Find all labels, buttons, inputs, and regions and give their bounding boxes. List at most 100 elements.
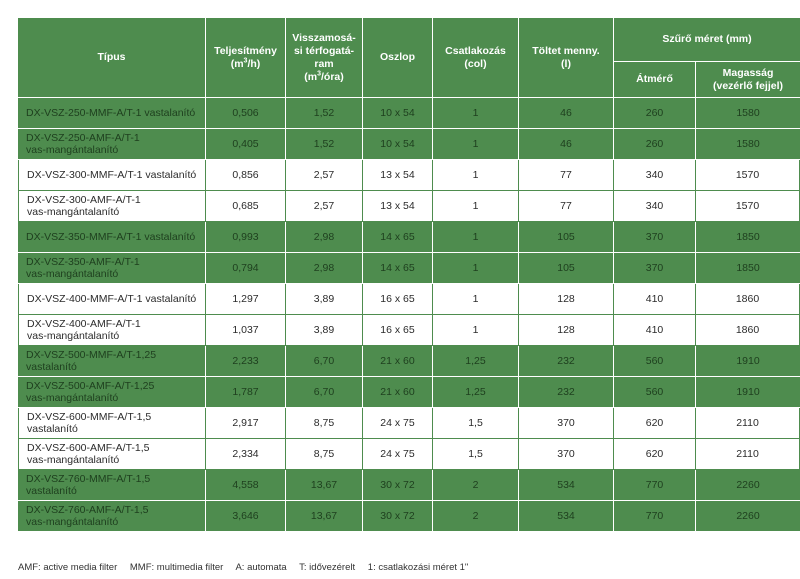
cell-csatlakozas: 1 — [433, 253, 519, 284]
cell-visszamosas: 2,98 — [286, 222, 363, 253]
table-body: DX-VSZ-250-MMF-A/T-1 vastalanító 0,506 1,5… — [18, 98, 800, 532]
cell-oszlop: 16 x 65 — [363, 315, 433, 346]
cell-visszamosas: 3,89 — [286, 315, 363, 346]
cell-visszamosas: 6,70 — [286, 377, 363, 408]
cell-teljesitmeny: 2,917 — [206, 408, 286, 439]
cell-atmero: 260 — [614, 98, 696, 129]
cell-toltet: 105 — [519, 253, 614, 284]
cell-magassag: 1570 — [696, 160, 800, 191]
table-row: DX-VSZ-350-AMF-A/T-1 vas-mangántalanító 0,… — [18, 253, 800, 284]
cell-csatlakozas: 1 — [433, 160, 519, 191]
cell-oszlop: 13 x 54 — [363, 160, 433, 191]
cell-oszlop: 10 x 54 — [363, 129, 433, 160]
cell-teljesitmeny: 2,334 — [206, 439, 286, 470]
cell-atmero: 370 — [614, 253, 696, 284]
cell-magassag: 1580 — [696, 98, 800, 129]
table-row: DX-VSZ-300-AMF-A/T-1 vas-mangántalanító 0,… — [18, 191, 800, 222]
cell-teljesitmeny: 3,646 — [206, 501, 286, 532]
table-row: DX-VSZ-250-AMF-A/T-1 vas-mangántalanító 0,… — [18, 129, 800, 160]
header-toltet: Töltet menny. (l) — [519, 18, 614, 98]
cell-toltet: 105 — [519, 222, 614, 253]
table-row: DX-VSZ-760-MMF-A/T-1,5 vastalanító 4,558 1… — [18, 470, 800, 501]
cell-csatlakozas: 2 — [433, 470, 519, 501]
header-teljesitmeny: Teljesítmény (m3/h) — [206, 18, 286, 98]
cell-magassag: 1910 — [696, 346, 800, 377]
cell-teljesitmeny: 4,558 — [206, 470, 286, 501]
cell-toltet: 232 — [519, 377, 614, 408]
cell-tipus: DX-VSZ-600-AMF-A/T-1,5 vas-mangántalanító — [18, 439, 206, 470]
header-tipus: Típus — [18, 18, 206, 98]
cell-magassag: 1570 — [696, 191, 800, 222]
cell-teljesitmeny: 1,297 — [206, 284, 286, 315]
cell-toltet: 46 — [519, 129, 614, 160]
cell-csatlakozas: 1,25 — [433, 377, 519, 408]
cell-atmero: 770 — [614, 501, 696, 532]
cell-magassag: 1850 — [696, 253, 800, 284]
cell-tipus: DX-VSZ-760-AMF-A/T-1,5 vas-mangántalanító — [18, 501, 206, 532]
cell-csatlakozas: 1,5 — [433, 439, 519, 470]
cell-visszamosas: 8,75 — [286, 439, 363, 470]
cell-magassag: 2110 — [696, 408, 800, 439]
cell-atmero: 770 — [614, 470, 696, 501]
cell-oszlop: 10 x 54 — [363, 98, 433, 129]
table-row: DX-VSZ-400-AMF-A/T-1 vas-mangántalanító 1,… — [18, 315, 800, 346]
table-row: DX-VSZ-250-MMF-A/T-1 vastalanító 0,506 1,5… — [18, 98, 800, 129]
cell-toltet: 370 — [519, 439, 614, 470]
cell-atmero: 340 — [614, 191, 696, 222]
footnote-mmf: MMF: multimedia filter — [129, 562, 224, 573]
filter-spec-table: Típus Teljesítmény (m3/h) Visszamosá- si… — [18, 18, 800, 532]
cell-oszlop: 21 x 60 — [363, 346, 433, 377]
cell-oszlop: 14 x 65 — [363, 222, 433, 253]
cell-teljesitmeny: 0,993 — [206, 222, 286, 253]
cell-oszlop: 30 x 72 — [363, 470, 433, 501]
cell-toltet: 534 — [519, 470, 614, 501]
cell-teljesitmeny: 2,233 — [206, 346, 286, 377]
cell-visszamosas: 6,70 — [286, 346, 363, 377]
cell-toltet: 77 — [519, 160, 614, 191]
cell-teljesitmeny: 0,506 — [206, 98, 286, 129]
cell-visszamosas: 1,52 — [286, 129, 363, 160]
cell-teljesitmeny: 0,856 — [206, 160, 286, 191]
cell-toltet: 534 — [519, 501, 614, 532]
table-row: DX-VSZ-300-MMF-A/T-1 vastalanító 0,856 2,5… — [18, 160, 800, 191]
cell-teljesitmeny: 1,037 — [206, 315, 286, 346]
cell-csatlakozas: 1 — [433, 315, 519, 346]
cell-teljesitmeny: 1,787 — [206, 377, 286, 408]
cell-oszlop: 21 x 60 — [363, 377, 433, 408]
cell-csatlakozas: 1 — [433, 284, 519, 315]
header-szuro-meret: Szűrő méret (mm) — [614, 18, 800, 62]
cell-csatlakozas: 1,5 — [433, 408, 519, 439]
cell-teljesitmeny: 0,685 — [206, 191, 286, 222]
cell-toltet: 128 — [519, 284, 614, 315]
cell-magassag: 1580 — [696, 129, 800, 160]
cell-oszlop: 14 x 65 — [363, 253, 433, 284]
cell-tipus: DX-VSZ-300-AMF-A/T-1 vas-mangántalanító — [18, 191, 206, 222]
cell-toltet: 128 — [519, 315, 614, 346]
cell-csatlakozas: 1 — [433, 191, 519, 222]
cell-tipus: DX-VSZ-400-MMF-A/T-1 vastalanító — [18, 284, 206, 315]
cell-oszlop: 24 x 75 — [363, 439, 433, 470]
cell-tipus: DX-VSZ-500-MMF-A/T-1,25 vastalanító — [18, 346, 206, 377]
cell-oszlop: 30 x 72 — [363, 501, 433, 532]
table-row: DX-VSZ-600-MMF-A/T-1,5 vastalanító 2,917 8… — [18, 408, 800, 439]
cell-toltet: 232 — [519, 346, 614, 377]
cell-atmero: 410 — [614, 284, 696, 315]
cell-oszlop: 24 x 75 — [363, 408, 433, 439]
header-oszlop: Oszlop — [363, 18, 433, 98]
cell-csatlakozas: 1 — [433, 129, 519, 160]
cell-visszamosas: 2,57 — [286, 191, 363, 222]
table-row: DX-VSZ-400-MMF-A/T-1 vastalanító 1,297 3,8… — [18, 284, 800, 315]
cell-visszamosas: 13,67 — [286, 470, 363, 501]
cell-tipus: DX-VSZ-500-AMF-A/T-1,25 vas-mangántalanít… — [18, 377, 206, 408]
cell-visszamosas: 3,89 — [286, 284, 363, 315]
table-row: DX-VSZ-500-MMF-A/T-1,25 vastalanító 2,233 6… — [18, 346, 800, 377]
cell-magassag: 1860 — [696, 284, 800, 315]
cell-toltet: 77 — [519, 191, 614, 222]
header-csatlakozas: Csatlakozás (col) — [433, 18, 519, 98]
cell-magassag: 1860 — [696, 315, 800, 346]
cell-tipus: DX-VSZ-250-MMF-A/T-1 vastalanító — [18, 98, 206, 129]
cell-tipus: DX-VSZ-350-MMF-A/T-1 vastalanító — [18, 222, 206, 253]
spec-table-container: Típus Teljesítmény (m3/h) Visszamosá- si… — [18, 18, 800, 532]
cell-teljesitmeny: 0,794 — [206, 253, 286, 284]
footnote-t: T: idővezérelt — [299, 562, 356, 573]
